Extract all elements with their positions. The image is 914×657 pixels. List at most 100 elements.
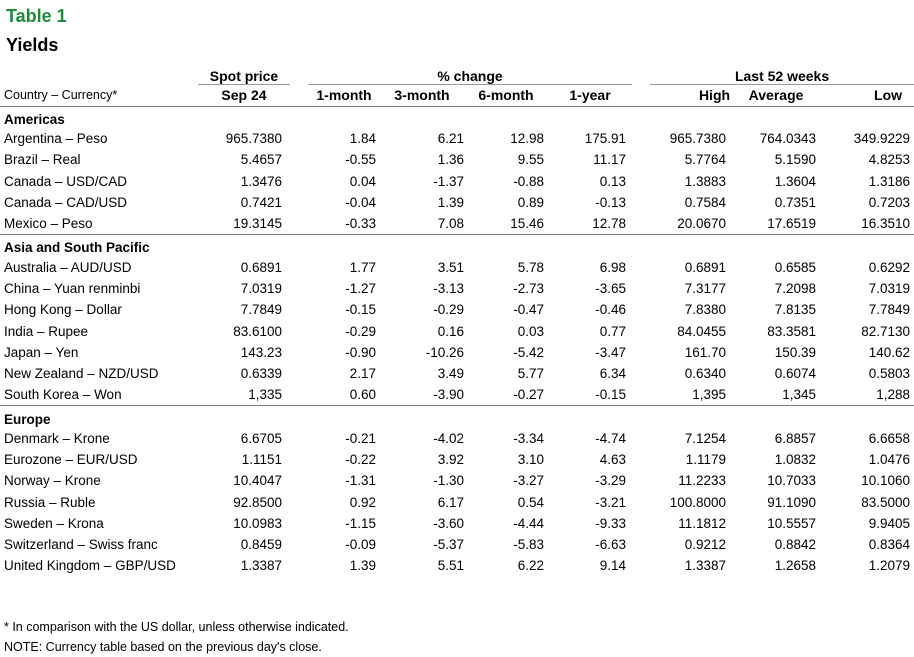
high-52w-cell: 0.9212 [684, 537, 727, 553]
average-52w-cell: 7.2098 [774, 280, 817, 296]
average-52w-cell: 6.8857 [774, 430, 817, 446]
country-currency-cell: Brazil – Real [4, 152, 81, 168]
change-6-month-cell: -0.47 [513, 302, 544, 318]
change-1-month-cell: 1.77 [349, 259, 376, 275]
change-3-month-cell: 1.36 [437, 152, 464, 168]
average-52w-cell: 17.6519 [767, 216, 817, 232]
change-6-month-cell: -2.73 [513, 280, 544, 296]
table-row: Switzerland – Swiss franc 0.8459 -0.09 -5.3… [0, 534, 914, 555]
change-1-year-cell: -9.33 [595, 515, 627, 531]
spacer-cell [290, 171, 308, 192]
change-3-month-cell: -5.37 [433, 537, 464, 553]
country-currency-cell: Argentina – Peso [4, 131, 108, 147]
country-currency-cell: Australia – AUD/USD [4, 259, 132, 275]
change-3-month-cell: -4.02 [433, 430, 464, 446]
country-currency-cell: Switzerland – Swiss franc [4, 537, 158, 553]
change-6-month-cell: -3.27 [513, 473, 544, 489]
low-52w-cell: 7.0319 [868, 280, 911, 296]
change-1-year-cell: 0.13 [599, 173, 627, 189]
spacer-cell [632, 299, 650, 320]
high-52w-cell: 1.1179 [685, 452, 727, 467]
change-6-month-cell: -0.88 [513, 173, 544, 189]
low-header: Low [822, 84, 914, 107]
spacer-cell [290, 470, 308, 491]
spot-price-cell: 83.6100 [233, 323, 282, 339]
high-52w-cell: 1.3387 [684, 558, 727, 574]
change-1-year-cell: -3.29 [595, 473, 627, 489]
one-year-header: 1-year [548, 84, 633, 107]
table-row: China – Yuan renminbi 7.0319 -1.27 -3.13 -2.… [0, 278, 914, 299]
change-1-month-cell: 1.39 [349, 558, 376, 574]
change-3-month-cell: 5.51 [437, 558, 464, 574]
table-row: United Kingdom – GBP/USD 1.3387 1.39 5.51 6.… [0, 555, 914, 576]
change-1-month-cell: 2.17 [349, 366, 376, 382]
table-body: Americas Argentina – Peso 965.7380 1.84 6.21… [0, 106, 914, 577]
spacer-cell [290, 256, 308, 277]
high-52w-cell: 0.6340 [684, 366, 727, 382]
spot-price-cell: 1.3387 [240, 558, 282, 574]
change-1-year-cell: 12.78 [592, 216, 627, 232]
region-name: Asia and South Pacific [0, 233, 914, 257]
country-currency-cell: United Kingdom – GBP/USD [4, 558, 176, 574]
change-1-year-cell: 175.91 [584, 131, 627, 147]
country-currency-header: Country – Currency* [0, 84, 198, 107]
change-6-month-cell: 5.77 [517, 366, 544, 382]
change-1-month-cell: -0.21 [345, 430, 376, 446]
country-currency-cell: Eurozone – EUR/USD [4, 452, 138, 467]
change-1-month-cell: -1.27 [345, 280, 376, 296]
high-52w-cell: 0.6891 [684, 259, 727, 275]
spacer-cell [290, 428, 308, 449]
low-52w-cell: 349.9229 [853, 131, 911, 147]
table-row: Mexico – Peso 19.3145 -0.33 7.08 15.46 12.78 2… [0, 213, 914, 234]
change-1-year-cell: -3.47 [595, 344, 627, 360]
footnotes: * In comparison with the US dollar, unle… [4, 617, 349, 657]
spacer-cell [632, 363, 650, 384]
change-1-year-cell: 0.77 [599, 323, 627, 339]
change-3-month-cell: -3.13 [433, 280, 464, 296]
spacer-cell [632, 213, 650, 234]
country-currency-cell: India – Rupee [4, 323, 89, 339]
change-3-month-cell: -3.60 [433, 515, 464, 531]
change-1-year-cell: 11.17 [593, 152, 627, 168]
spacer-cell [290, 534, 308, 555]
country-currency-cell: Hong Kong – Dollar [4, 302, 122, 318]
low-52w-cell: 1,288 [876, 387, 911, 403]
region-header-row: Americas [0, 106, 914, 128]
country-currency-cell: China – Yuan renminbi [4, 280, 141, 296]
table-row: New Zealand – NZD/USD 0.6339 2.17 3.49 5.77 6… [0, 363, 914, 384]
spacer-cell [632, 342, 650, 363]
spacer-cell [632, 192, 650, 213]
change-1-year-cell: -0.13 [595, 195, 627, 211]
change-1-year-cell: 6.34 [599, 366, 627, 382]
six-month-header: 6-month [464, 84, 548, 107]
change-1-month-cell: -1.15 [345, 515, 376, 531]
average-52w-cell: 10.7033 [767, 473, 817, 489]
high-52w-cell: 11.1812 [678, 515, 727, 531]
change-1-month-cell: -0.55 [345, 152, 376, 168]
high-52w-cell: 20.0670 [677, 216, 727, 232]
country-currency-cell: South Korea – Won [4, 387, 122, 403]
spot-price-cell: 1,335 [248, 387, 282, 403]
spacer-cell [632, 320, 650, 341]
low-52w-cell: 9.9405 [868, 515, 911, 531]
average-52w-cell: 10.5557 [767, 515, 817, 531]
low-52w-cell: 0.6292 [868, 259, 911, 275]
change-1-year-cell: -0.46 [595, 302, 627, 318]
spacer-cell [632, 513, 650, 534]
spacer-cell [290, 192, 308, 213]
high-52w-cell: 1,395 [692, 387, 727, 403]
high-52w-cell: 11.2233 [678, 473, 727, 489]
one-month-header: 1-month [308, 84, 380, 107]
spacer-cell [632, 149, 650, 170]
change-3-month-cell: 6.21 [437, 131, 464, 147]
high-52w-cell: 1.3883 [684, 173, 727, 189]
change-1-month-cell: -0.90 [345, 344, 376, 360]
change-1-month-cell: -0.33 [345, 216, 376, 232]
high-52w-cell: 7.1254 [684, 430, 727, 446]
spacer-cell [290, 299, 308, 320]
change-1-month-cell: -1.31 [345, 473, 376, 489]
region-name: Europe [0, 405, 914, 428]
change-3-month-cell: 3.92 [437, 452, 464, 467]
change-1-month-cell: 0.60 [349, 387, 376, 403]
change-6-month-cell: 9.55 [517, 152, 544, 168]
